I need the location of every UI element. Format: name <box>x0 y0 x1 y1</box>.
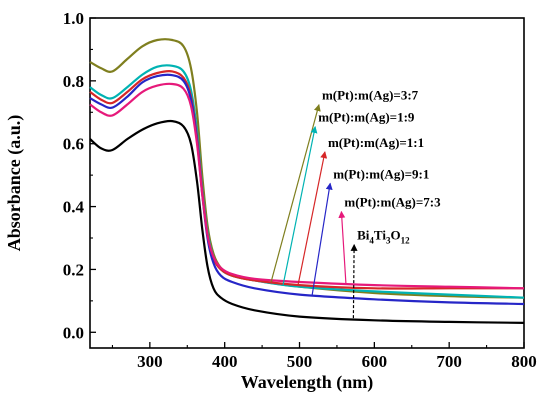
x-tick-label: 700 <box>436 352 462 371</box>
series-line-5 <box>89 119 525 324</box>
annotation-label-1: m(Pt):m(Ag)=1:9 <box>318 110 415 125</box>
x-axis-title: Wavelength (nm) <box>241 372 374 393</box>
annotation-label-4: m(Pt):m(Ag)=7:3 <box>344 195 441 210</box>
annotation-arrow-1 <box>282 126 318 286</box>
annotation-label-3: m(Pt):m(Ag)=9:1 <box>333 166 429 181</box>
annotation-label-0: m(Pt):m(Ag)=3:7 <box>322 88 419 103</box>
annotation-label-part: 12 <box>401 236 411 246</box>
y-tick-label: 0.6 <box>63 135 84 154</box>
y-axis-title: Absorbance (a.u.) <box>4 115 25 252</box>
annotations: m(Pt):m(Ag)=3:7 m(Pt):m(Ag)=1:9 m(Pt):m(Ag… <box>270 88 441 319</box>
annotation-arrow-4 <box>338 210 347 284</box>
annotation-label-5: Bi4Ti3O12 <box>357 228 410 246</box>
axis-ticks <box>90 17 525 348</box>
x-tick-label: 600 <box>362 352 388 371</box>
x-tick-label: 300 <box>137 352 163 371</box>
annotation-arrow-2 <box>297 151 328 286</box>
series-lines <box>89 38 525 324</box>
y-tick-label: 0.8 <box>63 72 84 91</box>
series-line-4 <box>89 82 525 290</box>
y-tick-label: 0.4 <box>63 198 85 217</box>
plot-frame <box>89 17 525 349</box>
annotation-arrow-5 <box>350 243 358 319</box>
series-line-1 <box>89 64 525 299</box>
annotation-label-part: Ti <box>374 228 386 243</box>
annotation-arrow-3 <box>311 182 333 295</box>
series-line-2 <box>89 70 524 290</box>
annotation-label-part: 3 <box>386 236 391 246</box>
y-tick-label: 0.2 <box>63 260 84 279</box>
annotation-label-part: 4 <box>369 236 374 246</box>
x-tick-label: 400 <box>212 352 238 371</box>
series-line-3 <box>89 73 525 306</box>
annotation-label-2: m(Pt):m(Ag)=1:1 <box>328 135 424 150</box>
x-tick-label: 500 <box>287 352 313 371</box>
annotation-arrow-0 <box>270 104 321 283</box>
tick-labels: 300 400 500 600 700 800 0.0 0.2 0.4 0.6 0.8 1.0 <box>63 9 537 371</box>
annotation-label-part: Bi <box>357 228 370 243</box>
y-tick-label: 1.0 <box>63 9 84 28</box>
y-tick-label: 0.0 <box>63 323 84 342</box>
annotation-label-part: O <box>390 228 400 243</box>
x-tick-label: 800 <box>511 352 537 371</box>
